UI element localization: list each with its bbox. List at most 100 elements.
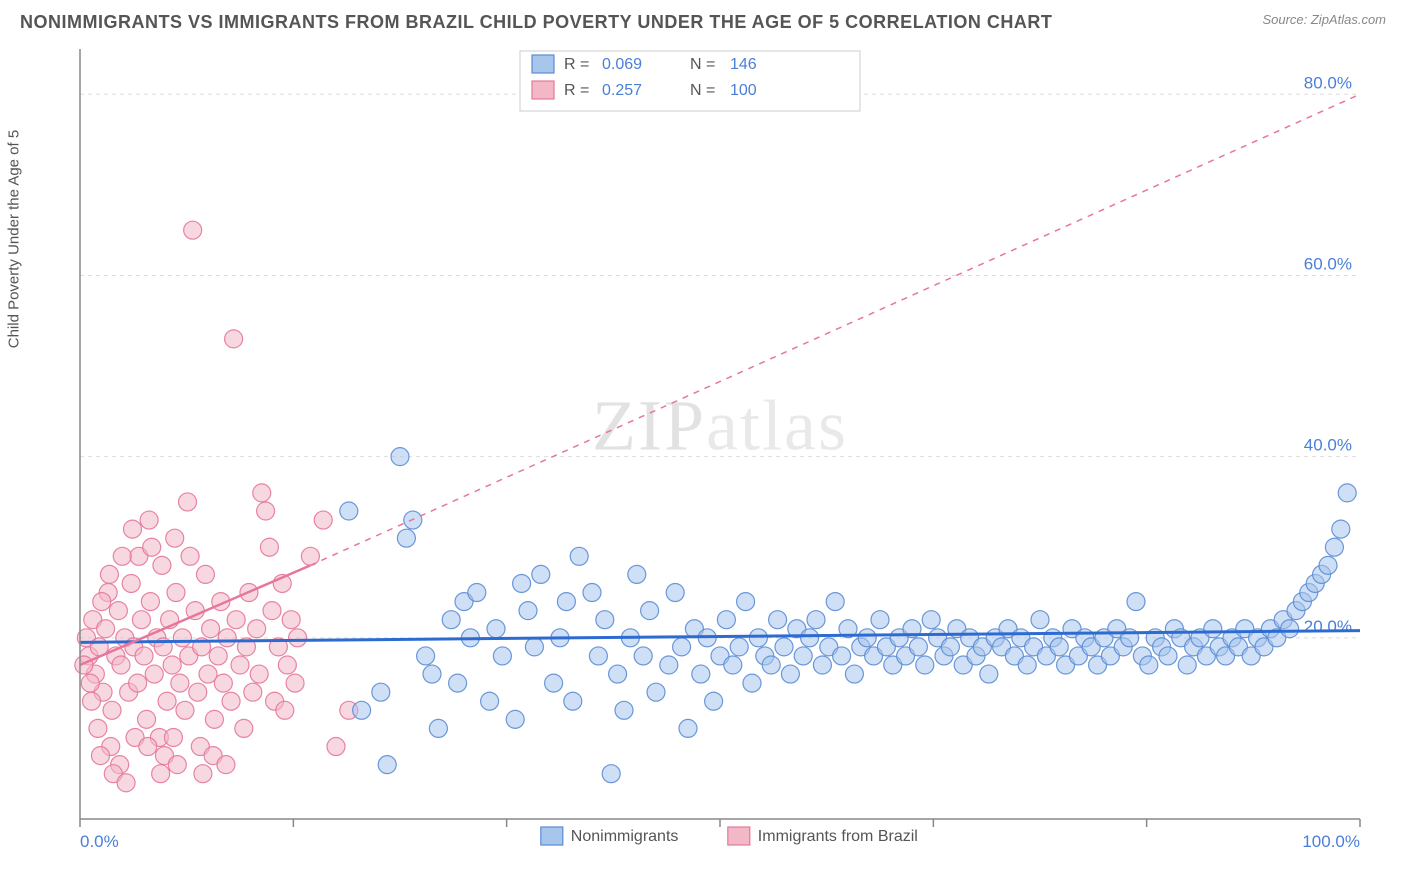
scatter-point	[227, 611, 245, 629]
y-tick-label: 80.0%	[1304, 73, 1352, 92]
scatter-point	[184, 221, 202, 239]
legend-n-label: N =	[690, 56, 715, 73]
scatter-point	[1050, 638, 1068, 656]
scatter-point	[301, 547, 319, 565]
scatter-point	[513, 574, 531, 592]
scatter-point	[673, 638, 691, 656]
scatter-point	[1281, 620, 1299, 638]
scatter-point	[196, 565, 214, 583]
y-axis-label: Child Poverty Under the Age of 5	[6, 130, 23, 348]
scatter-point	[1332, 520, 1350, 538]
scatter-point	[139, 738, 157, 756]
scatter-point	[794, 647, 812, 665]
scatter-point	[922, 611, 940, 629]
scatter-point	[173, 629, 191, 647]
scatter-point	[519, 602, 537, 620]
scatter-point	[634, 647, 652, 665]
scatter-point	[202, 620, 220, 638]
scatter-point	[493, 647, 511, 665]
scatter-point	[340, 502, 358, 520]
legend-n-value: 146	[730, 56, 757, 73]
scatter-point	[253, 484, 271, 502]
scatter-point	[117, 774, 135, 792]
scatter-point	[231, 656, 249, 674]
x-tick-label: 0.0%	[80, 832, 119, 851]
scatter-point	[532, 565, 550, 583]
scatter-point	[138, 710, 156, 728]
scatter-point	[692, 665, 710, 683]
scatter-point	[257, 502, 275, 520]
scatter-point	[225, 330, 243, 348]
scatter-point	[214, 674, 232, 692]
scatter-point	[158, 692, 176, 710]
scatter-point	[171, 674, 189, 692]
legend-swatch	[532, 55, 554, 73]
scatter-point	[557, 593, 575, 611]
scatter-point	[93, 593, 111, 611]
scatter-point	[423, 665, 441, 683]
scatter-point	[724, 656, 742, 674]
scatter-point	[641, 602, 659, 620]
scatter-point	[660, 656, 678, 674]
scatter-point	[813, 656, 831, 674]
scatter-point	[1325, 538, 1343, 556]
scatter-point	[442, 611, 460, 629]
scatter-point	[545, 674, 563, 692]
x-tick-label: 100.0%	[1302, 832, 1360, 851]
scatter-point	[205, 710, 223, 728]
legend-swatch	[728, 827, 750, 845]
scatter-point	[570, 547, 588, 565]
scatter-point	[615, 701, 633, 719]
scatter-point	[179, 493, 197, 511]
scatter-point	[730, 638, 748, 656]
scatter-point	[143, 538, 161, 556]
scatter-point	[181, 547, 199, 565]
scatter-point	[602, 765, 620, 783]
scatter-point	[140, 511, 158, 529]
series-legend-label: Immigrants from Brazil	[758, 828, 918, 845]
scatter-point	[314, 511, 332, 529]
scatter-point	[417, 647, 435, 665]
legend-r-value: 0.257	[602, 82, 642, 99]
scatter-point	[248, 620, 266, 638]
scatter-point	[647, 683, 665, 701]
scatter-point	[135, 647, 153, 665]
scatter-point	[81, 674, 99, 692]
source-attribution: Source: ZipAtlas.com	[1262, 12, 1386, 27]
scatter-point	[871, 611, 889, 629]
scatter-point	[153, 556, 171, 574]
trend-line-extrapolated	[310, 94, 1360, 565]
scatter-point	[743, 674, 761, 692]
scatter-point	[775, 638, 793, 656]
scatter-point	[705, 692, 723, 710]
scatter-point	[112, 656, 130, 674]
scatter-point	[194, 765, 212, 783]
scatter-point	[372, 683, 390, 701]
scatter-point	[289, 629, 307, 647]
scatter-point	[666, 584, 684, 602]
scatter-point	[75, 656, 93, 674]
scatter-point	[218, 629, 236, 647]
scatter-point	[737, 593, 755, 611]
scatter-point	[583, 584, 601, 602]
scatter-point	[189, 683, 207, 701]
legend-swatch	[532, 81, 554, 99]
scatter-point	[129, 674, 147, 692]
scatter-point	[168, 756, 186, 774]
scatter-point	[89, 719, 107, 737]
scatter-point	[941, 638, 959, 656]
correlation-scatter-chart: 20.0%40.0%60.0%80.0%ZIPatlas0.0%100.0%R …	[20, 39, 1380, 869]
scatter-point	[506, 710, 524, 728]
scatter-point	[781, 665, 799, 683]
legend-r-label: R =	[564, 82, 589, 99]
scatter-point	[564, 692, 582, 710]
scatter-point	[769, 611, 787, 629]
scatter-point	[152, 765, 170, 783]
scatter-point	[826, 593, 844, 611]
scatter-point	[97, 620, 115, 638]
scatter-point	[717, 611, 735, 629]
scatter-point	[980, 665, 998, 683]
scatter-point	[487, 620, 505, 638]
scatter-point	[1140, 656, 1158, 674]
scatter-point	[222, 692, 240, 710]
